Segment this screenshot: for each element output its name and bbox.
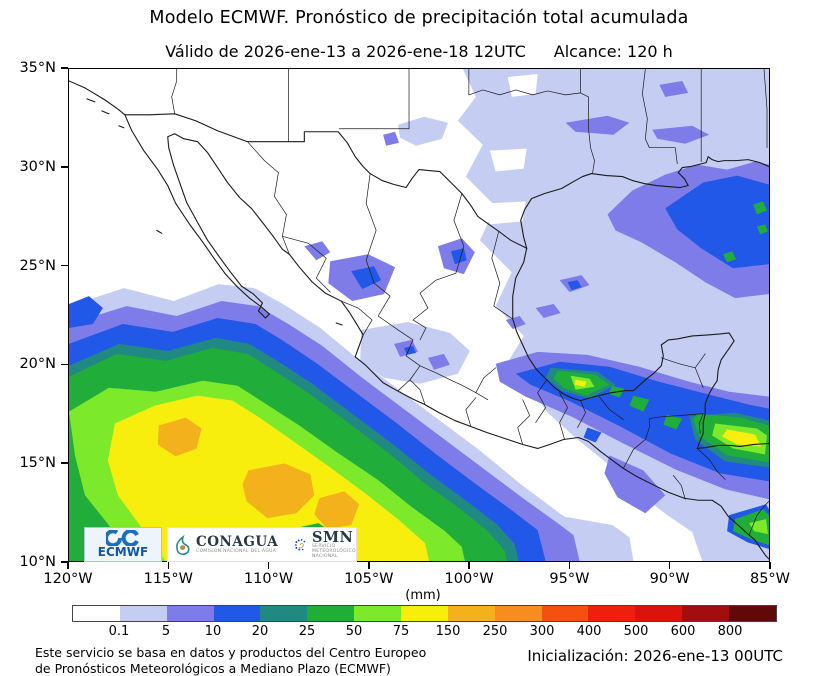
- colorbar-tick-label: 50: [345, 624, 363, 639]
- x-axis-label: 110°W: [243, 571, 294, 587]
- colorbar-segment: [354, 606, 402, 621]
- smn-caption: SERVICIO METEOROLÓGICO NACIONAL: [312, 543, 356, 559]
- colorbar-tick-label: 800: [717, 624, 743, 639]
- colorbar-tick-label: 500: [623, 624, 649, 639]
- agency-logos: CONAGUA COMISIÓN NACIONAL DEL AGUA SMN S…: [167, 527, 357, 562]
- colorbar-segment: [682, 606, 730, 621]
- state-borders-layer: [171, 69, 769, 536]
- colorbar-segment: [73, 606, 120, 621]
- ecmwf-logo: ECMWF: [84, 527, 162, 562]
- smn-label: SMN: [312, 528, 354, 546]
- x-tick-mark: [267, 562, 270, 569]
- smn-logo: SMN SERVICIO METEOROLÓGICO NACIONAL: [293, 528, 367, 559]
- x-axis-label: 105°W: [344, 571, 394, 587]
- x-tick-mark: [769, 562, 771, 569]
- colorbar-segment: [635, 606, 683, 621]
- validity-subtitle: Válido de 2026-ene-13 a 2026-ene-18 12UT…: [68, 42, 770, 61]
- colorbar-segment: [447, 606, 495, 621]
- colorbar-segment: [541, 606, 589, 621]
- smn-icon: [295, 538, 306, 551]
- colorbar-tick-label: 10: [204, 624, 222, 639]
- x-axis-label: 115°W: [143, 571, 193, 587]
- y-axis-label: 20°N: [19, 356, 56, 373]
- y-axis-label: 10°N: [19, 554, 56, 570]
- ecmwf-icon: [106, 530, 139, 546]
- conagua-label: CONAGUA: [196, 533, 279, 550]
- y-tick-mark: [61, 67, 68, 69]
- colorbar-segment: [494, 606, 542, 621]
- x-axis-label: 95°W: [549, 571, 590, 587]
- y-axis-label: 35°N: [19, 60, 56, 76]
- conagua-icon: [176, 534, 190, 555]
- colorbar-segment: [729, 606, 776, 621]
- precipitation-contours: [69, 69, 769, 561]
- initialization-text: Inicialización: 2026-ene-13 00UTC: [527, 647, 783, 665]
- disclaimer-text: Este servicio se basa en datos y product…: [35, 645, 426, 676]
- x-axis-label: 100°W: [444, 571, 494, 587]
- conagua-logo: CONAGUA COMISIÓN NACIONAL DEL AGUA: [168, 534, 278, 556]
- colorbar-segment: [166, 606, 214, 621]
- colorbar-tick-label: 25: [298, 624, 316, 639]
- colorbar-tick-label: 600: [670, 624, 696, 639]
- conagua-caption: COMISIÓN NACIONAL DEL AGUA: [196, 548, 277, 554]
- colorbar-unit-label: (mm): [405, 588, 441, 603]
- y-tick-mark: [61, 166, 68, 168]
- colorbar-tick-label: 250: [482, 624, 508, 639]
- x-tick-mark: [67, 562, 69, 569]
- y-axis-label: 30°N: [19, 158, 56, 175]
- colorbar-tick-label: 150: [435, 624, 461, 639]
- x-tick-mark: [167, 562, 170, 569]
- y-tick-mark: [61, 561, 68, 563]
- colorbar-tick-label: 5: [161, 624, 171, 639]
- colorbar-segment: [213, 606, 261, 621]
- colorbar-tick-label: 75: [392, 624, 410, 639]
- coastline-layer: [69, 80, 769, 560]
- valid-range-text: Válido de 2026-ene-13 a 2026-ene-18 12UT…: [165, 42, 526, 61]
- x-tick-mark: [468, 562, 470, 569]
- disclaimer-line-1: Este servicio se basa en datos y product…: [35, 645, 427, 660]
- colorbar-tick-label: 0.1: [108, 624, 130, 639]
- y-axis-label: 25°N: [19, 257, 56, 274]
- x-tick-mark: [668, 562, 671, 569]
- lead-time-text: Alcance: 120 h: [553, 42, 673, 61]
- colorbar-segment: [401, 606, 448, 621]
- colorbar-tick-label: 20: [251, 624, 269, 639]
- colorbar-segment: [119, 606, 167, 621]
- colorbar-segment: [260, 606, 308, 621]
- y-axis-label: 15°N: [19, 455, 56, 472]
- colorbar-segment: [307, 606, 355, 621]
- precipitation-map: [68, 68, 770, 562]
- x-axis-label: 85°W: [749, 571, 791, 587]
- x-axis-label: 90°W: [649, 571, 690, 587]
- ecmwf-label: ECMWF: [97, 545, 149, 559]
- y-tick-mark: [61, 264, 68, 267]
- colorbar-segment: [588, 606, 636, 621]
- y-tick-mark: [61, 462, 68, 464]
- x-tick-mark: [568, 562, 571, 569]
- x-tick-mark: [368, 562, 370, 569]
- page-title: Modelo ECMWF. Pronóstico de precipitació…: [149, 8, 689, 28]
- x-axis-label: 120°W: [43, 571, 93, 587]
- disclaimer-line-2: de Pronósticos Meteorológicos a Mediano …: [35, 660, 391, 676]
- y-tick-mark: [61, 363, 68, 366]
- colorbar: [72, 605, 777, 622]
- colorbar-tick-label: 400: [576, 624, 602, 639]
- colorbar-tick-label: 300: [529, 624, 555, 639]
